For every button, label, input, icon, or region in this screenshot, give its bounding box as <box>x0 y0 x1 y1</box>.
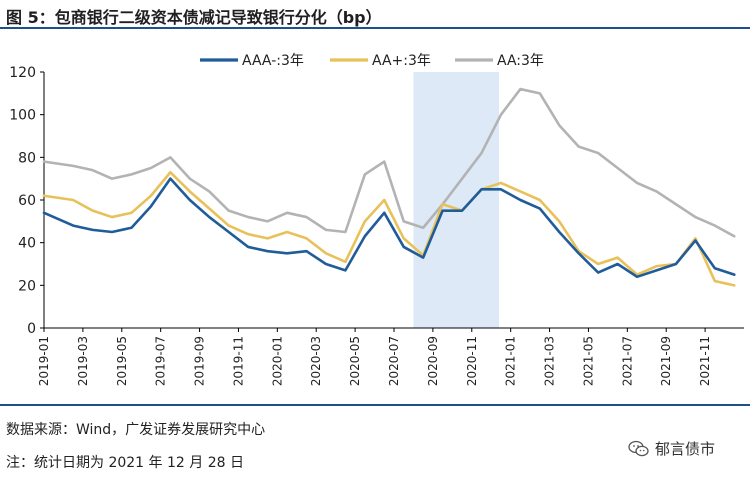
watermark: 郁言债市 <box>628 438 715 459</box>
y-tick-label: 60 <box>18 193 36 209</box>
chart-title: 图 5：包商银行二级资本债减记导致银行分化（bp） <box>6 8 382 27</box>
y-tick-label: 80 <box>18 150 36 166</box>
watermark-text: 郁言债市 <box>655 440 716 458</box>
x-tick-label: 2020-11 <box>465 336 479 386</box>
x-tick-label: 2021-07 <box>620 336 634 386</box>
x-tick-label: 2019-05 <box>115 336 129 386</box>
x-tick-label: 2021-03 <box>543 336 557 386</box>
x-tick-label: 2019-03 <box>76 336 90 386</box>
y-tick-label: 20 <box>18 278 36 294</box>
x-tick-label: 2021-01 <box>504 336 518 386</box>
bottom-rule <box>0 404 750 406</box>
series-line-0 <box>42 177 736 279</box>
x-tick-label: 2020-09 <box>426 336 440 386</box>
x-tick-label: 2019-07 <box>154 336 168 386</box>
x-tick-label: 2021-11 <box>698 336 712 386</box>
source-note: 数据来源：Wind，广发证券发展研究中心 <box>6 422 266 438</box>
highlight-region <box>413 72 499 328</box>
x-tick-label: 2020-05 <box>348 336 362 386</box>
x-tick-label: 2020-07 <box>387 336 401 386</box>
x-tick-label: 2021-09 <box>659 336 673 386</box>
wechat-icon <box>628 440 649 456</box>
y-tick-label: 120 <box>9 65 36 81</box>
x-tick-label: 2020-03 <box>309 336 323 386</box>
x-tick-label: 2019-01 <box>37 336 51 386</box>
x-tick-label: 2020-01 <box>270 336 284 386</box>
date-note: 注：统计日期为 2021 年 12 月 28 日 <box>6 455 244 471</box>
legend-label-2: AA:3年 <box>497 53 544 69</box>
x-tick-label: 2021-05 <box>581 336 595 386</box>
y-tick-label: 0 <box>27 321 36 337</box>
series-line-1 <box>42 170 736 287</box>
y-tick-label: 100 <box>9 108 36 124</box>
y-tick-label: 40 <box>18 236 36 252</box>
series-line-2 <box>42 87 736 238</box>
x-tick-label: 2019-11 <box>231 336 245 386</box>
x-tick-label: 2019-09 <box>193 336 207 386</box>
legend-label-0: AAA-:3年 <box>242 53 304 69</box>
top-rule <box>0 27 750 29</box>
legend-label-1: AA+:3年 <box>372 53 431 69</box>
line-chart: 0 20 40 60 80 100 120 2019-01 2019-03 2019-05 2019… <box>9 53 744 386</box>
